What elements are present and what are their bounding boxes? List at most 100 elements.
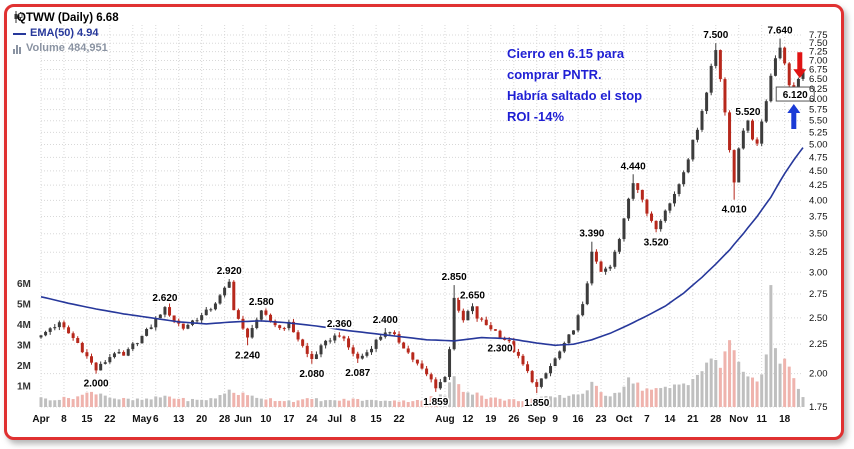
svg-text:8: 8 xyxy=(61,414,67,425)
svg-text:22: 22 xyxy=(104,414,116,425)
svg-text:Nov: Nov xyxy=(729,414,748,425)
svg-text:3M: 3M xyxy=(17,341,31,352)
ema-legend-label: EMA(50) 4.94 xyxy=(30,27,99,39)
svg-text:2.75: 2.75 xyxy=(809,289,828,300)
svg-text:Jul: Jul xyxy=(328,414,343,425)
trade-note-line-4: ROI -14% xyxy=(507,109,565,124)
svg-text:2M: 2M xyxy=(17,361,31,372)
trade-note-line-1: Cierro en 6.15 para xyxy=(507,46,625,61)
svg-text:16: 16 xyxy=(573,414,585,425)
chart-legend: QTWW (Daily) 6.68 EMA(50) 4.94 Volume 48… xyxy=(13,11,119,56)
price-pivot-labels: 2.000 2.620 2.920 2.240 2.580 2.080 2.360 2.087… xyxy=(82,24,794,411)
volume-axis-labels: 6M 5M 4M 3M 2M 1M xyxy=(17,279,31,393)
svg-text:1.859: 1.859 xyxy=(423,397,448,408)
svg-text:Aug: Aug xyxy=(435,414,454,425)
svg-text:5.520: 5.520 xyxy=(735,107,760,118)
svg-text:28: 28 xyxy=(710,414,722,425)
svg-text:2.300: 2.300 xyxy=(488,344,513,355)
boxed-price-callout: 6.120 xyxy=(775,86,815,102)
svg-text:28: 28 xyxy=(219,414,231,425)
svg-text:2.400: 2.400 xyxy=(373,315,398,326)
svg-text:3.00: 3.00 xyxy=(809,267,828,278)
volume-bars-icon xyxy=(13,44,22,54)
svg-text:Apr: Apr xyxy=(32,414,49,425)
volume-bars xyxy=(39,285,805,407)
svg-text:10: 10 xyxy=(260,414,272,425)
svg-text:6.50: 6.50 xyxy=(809,74,828,85)
trade-note: Cierro en 6.15 para comprar PNTR. Habría… xyxy=(507,43,642,127)
bounce-arrow xyxy=(787,104,801,129)
price-axis-labels: 7.757.507.257.006.756.506.256.005.755.50… xyxy=(809,30,828,413)
svg-text:4.50: 4.50 xyxy=(809,166,828,177)
svg-text:21: 21 xyxy=(687,414,699,425)
ema-line-swatch xyxy=(13,32,26,35)
svg-text:22: 22 xyxy=(393,414,405,425)
svg-text:5M: 5M xyxy=(17,300,31,311)
chart-window: 2.000 2.620 2.920 2.240 2.580 2.080 2.360 2.087… xyxy=(4,4,844,440)
svg-text:7.00: 7.00 xyxy=(809,55,828,66)
svg-text:2.920: 2.920 xyxy=(217,266,242,277)
svg-text:20: 20 xyxy=(196,414,208,425)
svg-text:5.75: 5.75 xyxy=(809,105,828,116)
svg-text:7.50: 7.50 xyxy=(809,38,828,49)
svg-text:15: 15 xyxy=(81,414,93,425)
svg-text:24: 24 xyxy=(306,414,318,425)
svg-text:9: 9 xyxy=(552,414,558,425)
svg-text:7.25: 7.25 xyxy=(809,47,828,58)
svg-text:4.00: 4.00 xyxy=(809,195,828,206)
svg-text:17: 17 xyxy=(283,414,295,425)
svg-text:4.440: 4.440 xyxy=(621,161,646,172)
grid-lines xyxy=(40,25,803,408)
svg-text:1M: 1M xyxy=(17,382,31,393)
svg-text:2.00: 2.00 xyxy=(809,369,828,380)
svg-text:2.580: 2.580 xyxy=(249,297,274,308)
svg-text:1.75: 1.75 xyxy=(809,402,828,413)
svg-text:19: 19 xyxy=(485,414,497,425)
svg-text:18: 18 xyxy=(779,414,791,425)
chart-plot-area[interactable]: 2.000 2.620 2.920 2.240 2.580 2.080 2.360 2.087… xyxy=(7,7,841,437)
svg-text:6.120: 6.120 xyxy=(783,90,808,101)
svg-text:3.520: 3.520 xyxy=(644,237,669,248)
svg-text:15: 15 xyxy=(371,414,383,425)
svg-text:2.620: 2.620 xyxy=(152,293,177,304)
svg-text:Jun: Jun xyxy=(234,414,252,425)
svg-text:7.500: 7.500 xyxy=(703,30,728,41)
svg-text:8: 8 xyxy=(350,414,356,425)
svg-text:Oct: Oct xyxy=(616,414,633,425)
svg-text:4.010: 4.010 xyxy=(722,205,747,216)
svg-text:7.75: 7.75 xyxy=(809,30,828,41)
svg-text:2.25: 2.25 xyxy=(809,339,828,350)
date-axis-labels: Apr 8 15 22 May 6 13 20 28 Jun 10 17 24 Jul 8 15 22 Aug 12… xyxy=(32,414,790,425)
svg-text:26: 26 xyxy=(508,414,520,425)
svg-text:6.25: 6.25 xyxy=(809,84,828,95)
volume-legend-label: Volume 484,951 xyxy=(26,42,108,54)
ema-line xyxy=(40,147,804,347)
svg-text:23: 23 xyxy=(595,414,607,425)
svg-text:3.390: 3.390 xyxy=(579,229,604,240)
svg-text:7.640: 7.640 xyxy=(768,26,793,37)
symbol-title: QTWW (Daily) 6.68 xyxy=(17,12,119,24)
svg-text:4.75: 4.75 xyxy=(809,152,828,163)
svg-text:May: May xyxy=(132,414,152,425)
svg-text:1.850: 1.850 xyxy=(524,398,549,409)
svg-text:5.25: 5.25 xyxy=(809,127,828,138)
svg-text:12: 12 xyxy=(462,414,474,425)
svg-text:5.50: 5.50 xyxy=(809,116,828,127)
svg-text:2.650: 2.650 xyxy=(460,290,485,301)
svg-text:11: 11 xyxy=(756,414,767,425)
svg-text:2.087: 2.087 xyxy=(345,368,370,379)
svg-text:7: 7 xyxy=(644,414,650,425)
svg-text:6.75: 6.75 xyxy=(809,65,828,76)
svg-text:Sep: Sep xyxy=(528,414,546,425)
svg-text:5.00: 5.00 xyxy=(809,140,828,151)
svg-text:4.25: 4.25 xyxy=(809,180,828,191)
svg-text:14: 14 xyxy=(664,414,676,425)
svg-text:3.25: 3.25 xyxy=(809,247,828,258)
svg-text:2.850: 2.850 xyxy=(442,272,467,283)
trade-note-line-3: Habría saltado el stop xyxy=(507,88,643,103)
svg-text:6.00: 6.00 xyxy=(809,94,828,105)
svg-text:6: 6 xyxy=(153,414,159,425)
svg-text:2.240: 2.240 xyxy=(235,350,260,361)
trade-note-line-2: comprar PNTR. xyxy=(507,67,602,82)
svg-text:2.50: 2.50 xyxy=(809,313,828,324)
